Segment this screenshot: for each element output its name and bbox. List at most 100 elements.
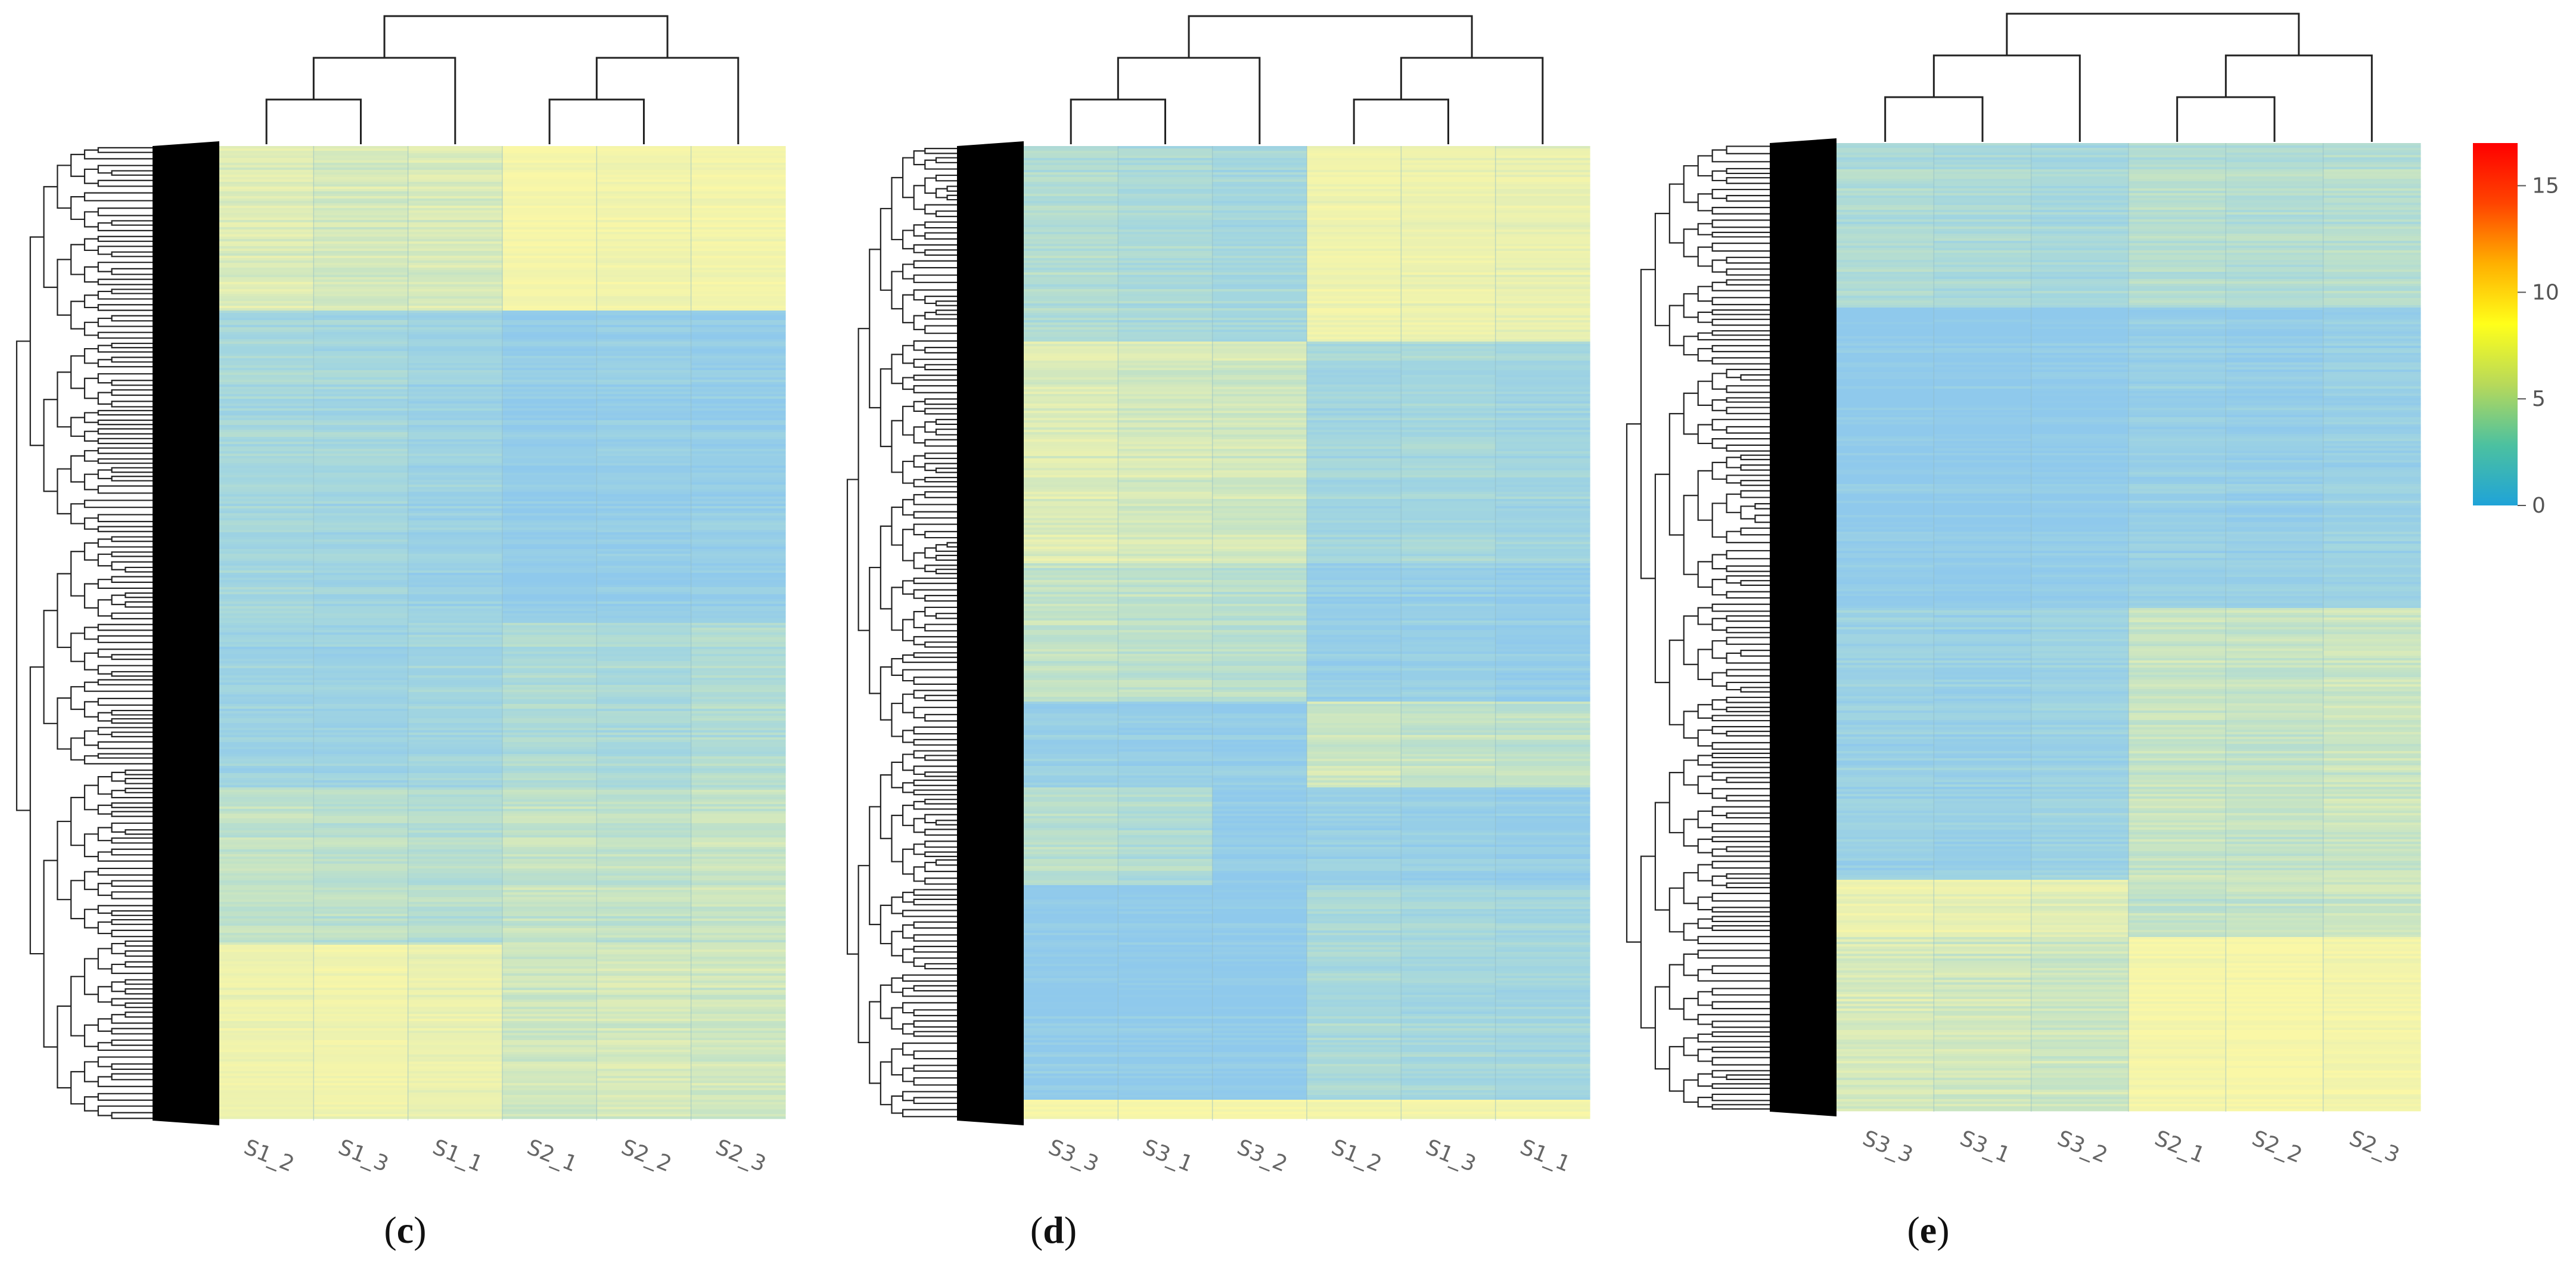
heatmap-cell bbox=[1401, 318, 1496, 321]
heatmap-cell bbox=[1212, 175, 1307, 178]
heatmap-cell bbox=[502, 151, 597, 154]
heatmap-cell bbox=[691, 227, 786, 230]
heatmap-cell bbox=[596, 952, 692, 955]
heatmap-cell bbox=[691, 249, 786, 252]
heatmap-cell bbox=[1212, 425, 1307, 428]
heatmap-cell bbox=[1212, 587, 1307, 590]
heatmap-cells bbox=[1024, 146, 1590, 1121]
heatmap-cell bbox=[313, 668, 409, 671]
heatmap-cell bbox=[1495, 570, 1590, 573]
heatmap-cell bbox=[1495, 528, 1590, 530]
heatmap-cell bbox=[1307, 907, 1402, 910]
heatmap-cell bbox=[408, 1057, 503, 1060]
heatmap-cell bbox=[1495, 799, 1590, 802]
heatmap-cell bbox=[1495, 504, 1590, 507]
heatmap-cell bbox=[502, 1002, 597, 1005]
heatmap-cell bbox=[219, 373, 314, 376]
heatmap-cell bbox=[691, 1009, 786, 1012]
heatmap-cell bbox=[219, 1002, 314, 1005]
heatmap-cell bbox=[1307, 363, 1402, 366]
heatmap-cell bbox=[408, 363, 503, 366]
heatmap-cell bbox=[313, 859, 409, 862]
heatmap-cell bbox=[691, 959, 786, 962]
heatmap-cell bbox=[691, 280, 786, 283]
heatmap-cell bbox=[219, 566, 314, 569]
heatmap-cell bbox=[691, 1107, 786, 1110]
heatmap-cell bbox=[1307, 754, 1402, 757]
heatmap-cell bbox=[1401, 201, 1496, 204]
heatmap-cell bbox=[691, 430, 786, 433]
heatmap-cell bbox=[1118, 435, 1213, 438]
heatmap-cell bbox=[1401, 928, 1496, 931]
heatmap-cell bbox=[1024, 687, 1118, 690]
heatmap-cell bbox=[502, 663, 597, 666]
heatmap-cell bbox=[502, 647, 597, 650]
heatmap-cell bbox=[1118, 475, 1213, 478]
heatmap-cell bbox=[408, 909, 503, 912]
heatmap-cell bbox=[1118, 213, 1213, 216]
heatmap-cell bbox=[1307, 301, 1402, 304]
heatmap-cell bbox=[502, 1028, 597, 1031]
heatmap-cell bbox=[1307, 883, 1402, 886]
heatmap-cell bbox=[502, 1038, 597, 1041]
heatmap-cell bbox=[1307, 320, 1402, 323]
heatmap-cell bbox=[596, 556, 692, 559]
heatmap-cell bbox=[691, 561, 786, 564]
heatmap-cell bbox=[691, 637, 786, 640]
heatmap-cell bbox=[408, 411, 503, 414]
heatmap-cell bbox=[1307, 485, 1402, 488]
heatmap-cell bbox=[1212, 415, 1307, 418]
heatmap-cell bbox=[1212, 239, 1307, 242]
heatmap-cell bbox=[502, 675, 597, 678]
heatmap-cell bbox=[1307, 535, 1402, 538]
heatmap-cell bbox=[219, 291, 314, 294]
heatmap-cell bbox=[502, 952, 597, 955]
heatmap-cell bbox=[1307, 685, 1402, 688]
heatmap-cell bbox=[1495, 365, 1590, 368]
heatmap-cell bbox=[1024, 473, 1118, 476]
heatmap-cell bbox=[1401, 194, 1496, 197]
heatmap-cell bbox=[1307, 950, 1402, 952]
heatmap-cell bbox=[502, 244, 597, 247]
heatmap-cell bbox=[502, 148, 597, 151]
heatmap-cell bbox=[1307, 272, 1402, 275]
heatmap-cell bbox=[1212, 370, 1307, 373]
heatmap-cell bbox=[1118, 685, 1213, 688]
heatmap-cell bbox=[1118, 229, 1213, 232]
heatmap-cell bbox=[1495, 170, 1590, 173]
heatmap-cell bbox=[1401, 718, 1496, 721]
heatmap-cell bbox=[1495, 263, 1590, 266]
heatmap-cell bbox=[691, 995, 786, 998]
heatmap-cell bbox=[219, 1076, 314, 1079]
heatmap-cell bbox=[1401, 349, 1496, 352]
heatmap-cell bbox=[502, 408, 597, 411]
heatmap-cell bbox=[502, 764, 597, 767]
heatmap-cell bbox=[313, 1007, 409, 1010]
heatmap-cell bbox=[1024, 995, 1118, 998]
heatmap-cell bbox=[1024, 787, 1118, 790]
heatmap-cell bbox=[313, 935, 409, 938]
heatmap-cell bbox=[502, 721, 597, 724]
heatmap-cell bbox=[691, 1057, 786, 1060]
heatmap-cell bbox=[1024, 802, 1118, 805]
heatmap-cell bbox=[313, 845, 409, 848]
heatmap-cell bbox=[691, 485, 786, 488]
heatmap-cell bbox=[691, 361, 786, 364]
heatmap-cell bbox=[1307, 346, 1402, 349]
heatmap-cell bbox=[691, 380, 786, 383]
heatmap-cell bbox=[1495, 878, 1590, 881]
heatmap-cell bbox=[691, 730, 786, 733]
heatmap-cell bbox=[691, 222, 786, 225]
heatmap-cell bbox=[596, 1102, 692, 1105]
heatmap-cell bbox=[1307, 837, 1402, 840]
heatmap-cell bbox=[691, 504, 786, 507]
heatmap-cell bbox=[1024, 895, 1118, 898]
heatmap-cell bbox=[219, 768, 314, 771]
heatmap-cell bbox=[596, 487, 692, 490]
heatmap-cell bbox=[1024, 845, 1118, 848]
heatmap-cell bbox=[1307, 954, 1402, 957]
heatmap-cell bbox=[408, 506, 503, 509]
heatmap-cell bbox=[1495, 859, 1590, 862]
heatmap-cell bbox=[596, 358, 692, 361]
heatmap-cell bbox=[1495, 721, 1590, 724]
